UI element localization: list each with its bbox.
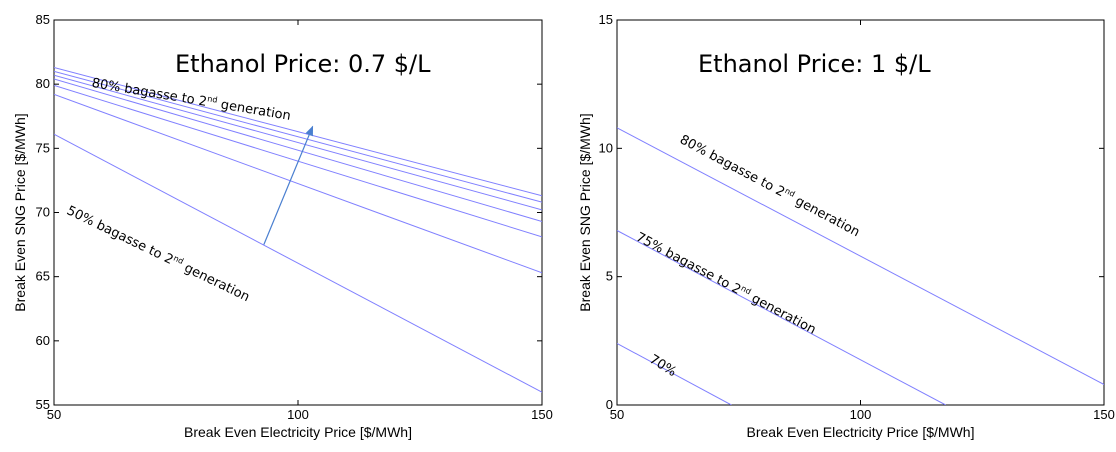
y-tick-label: 55 (36, 397, 50, 412)
series-line-2 (617, 230, 946, 405)
series-annotation: 70% (646, 352, 678, 380)
series-group (54, 67, 542, 393)
annotation-text-tail: generation (178, 259, 252, 305)
annotation-superscript: nd (783, 186, 796, 199)
x-tick-label: 100 (287, 407, 309, 422)
series-annotation: 50% bagasse to 2nd generation (64, 202, 252, 305)
annotation-text-tail: generation (789, 192, 862, 240)
y-tick-label: 10 (599, 140, 613, 155)
y-tick-label: 85 (36, 12, 50, 27)
y-tick-label: 75 (36, 140, 50, 155)
annotation-text: 80% bagasse to 2 (91, 76, 208, 110)
series-line-3 (617, 342, 732, 405)
series-line-7 (54, 67, 542, 197)
y-tick-label: 80 (36, 76, 50, 91)
y-tick-label: 15 (599, 12, 613, 27)
x-tick-label: 50 (610, 407, 624, 422)
x-axis-label: Break Even Electricity Price [$/MWh] (184, 424, 412, 440)
series-line-4 (54, 78, 542, 222)
y-tick-label: 70 (36, 205, 50, 220)
x-tick-label: 150 (1093, 407, 1115, 422)
series-line-6 (54, 70, 542, 203)
annotation-superscript: nd (172, 254, 185, 267)
series-annotation: 80% bagasse to 2nd generation (91, 75, 292, 124)
trend-arrow (263, 125, 314, 245)
plot-title: Ethanol Price: 0.7 $/L (175, 50, 431, 78)
annotation-text: 75% bagasse to 2 (633, 230, 743, 298)
annotation-superscript: nd (207, 94, 219, 105)
x-axis-label: Break Even Electricity Price [$/MWh] (747, 424, 975, 440)
series-line-2 (54, 93, 542, 274)
series-line-5 (54, 74, 542, 211)
annotation-text: 50% bagasse to 2 (64, 203, 175, 268)
series-annotation: 75% bagasse to 2nd generation (633, 229, 819, 338)
annotation-text: 70% (646, 352, 678, 380)
y-axis-label: Break Even SNG Price [$/MWh] (12, 113, 28, 311)
x-tick-label: 50 (47, 407, 61, 422)
y-tick-label: 5 (606, 269, 613, 284)
series-annotation: 80% bagasse to 2nd generation (677, 131, 863, 240)
annotation-text: 80% bagasse to 2 (677, 132, 787, 200)
chart-2: 50 100 150 0 5 10 15 Break Even Electricity Pri… (577, 12, 1115, 440)
y-axis-label: Break Even SNG Price [$/MWh] (577, 113, 593, 311)
plot-title: Ethanol Price: 1 $/L (698, 50, 931, 78)
series-line-1 (54, 133, 542, 393)
x-tick-label: 150 (531, 407, 553, 422)
y-tick-label: 65 (36, 269, 50, 284)
y-tick-label: 60 (36, 333, 50, 348)
annotation-superscript: nd (739, 284, 752, 297)
annotation-text-tail: generation (745, 289, 818, 337)
y-tick-label: 0 (606, 397, 613, 412)
chart-1: 50 100 150 55 60 65 70 75 80 85 Break Even Electri… (12, 12, 553, 440)
series-group (617, 127, 1104, 405)
series-line-1 (617, 127, 1104, 385)
x-tick-label: 100 (850, 407, 872, 422)
